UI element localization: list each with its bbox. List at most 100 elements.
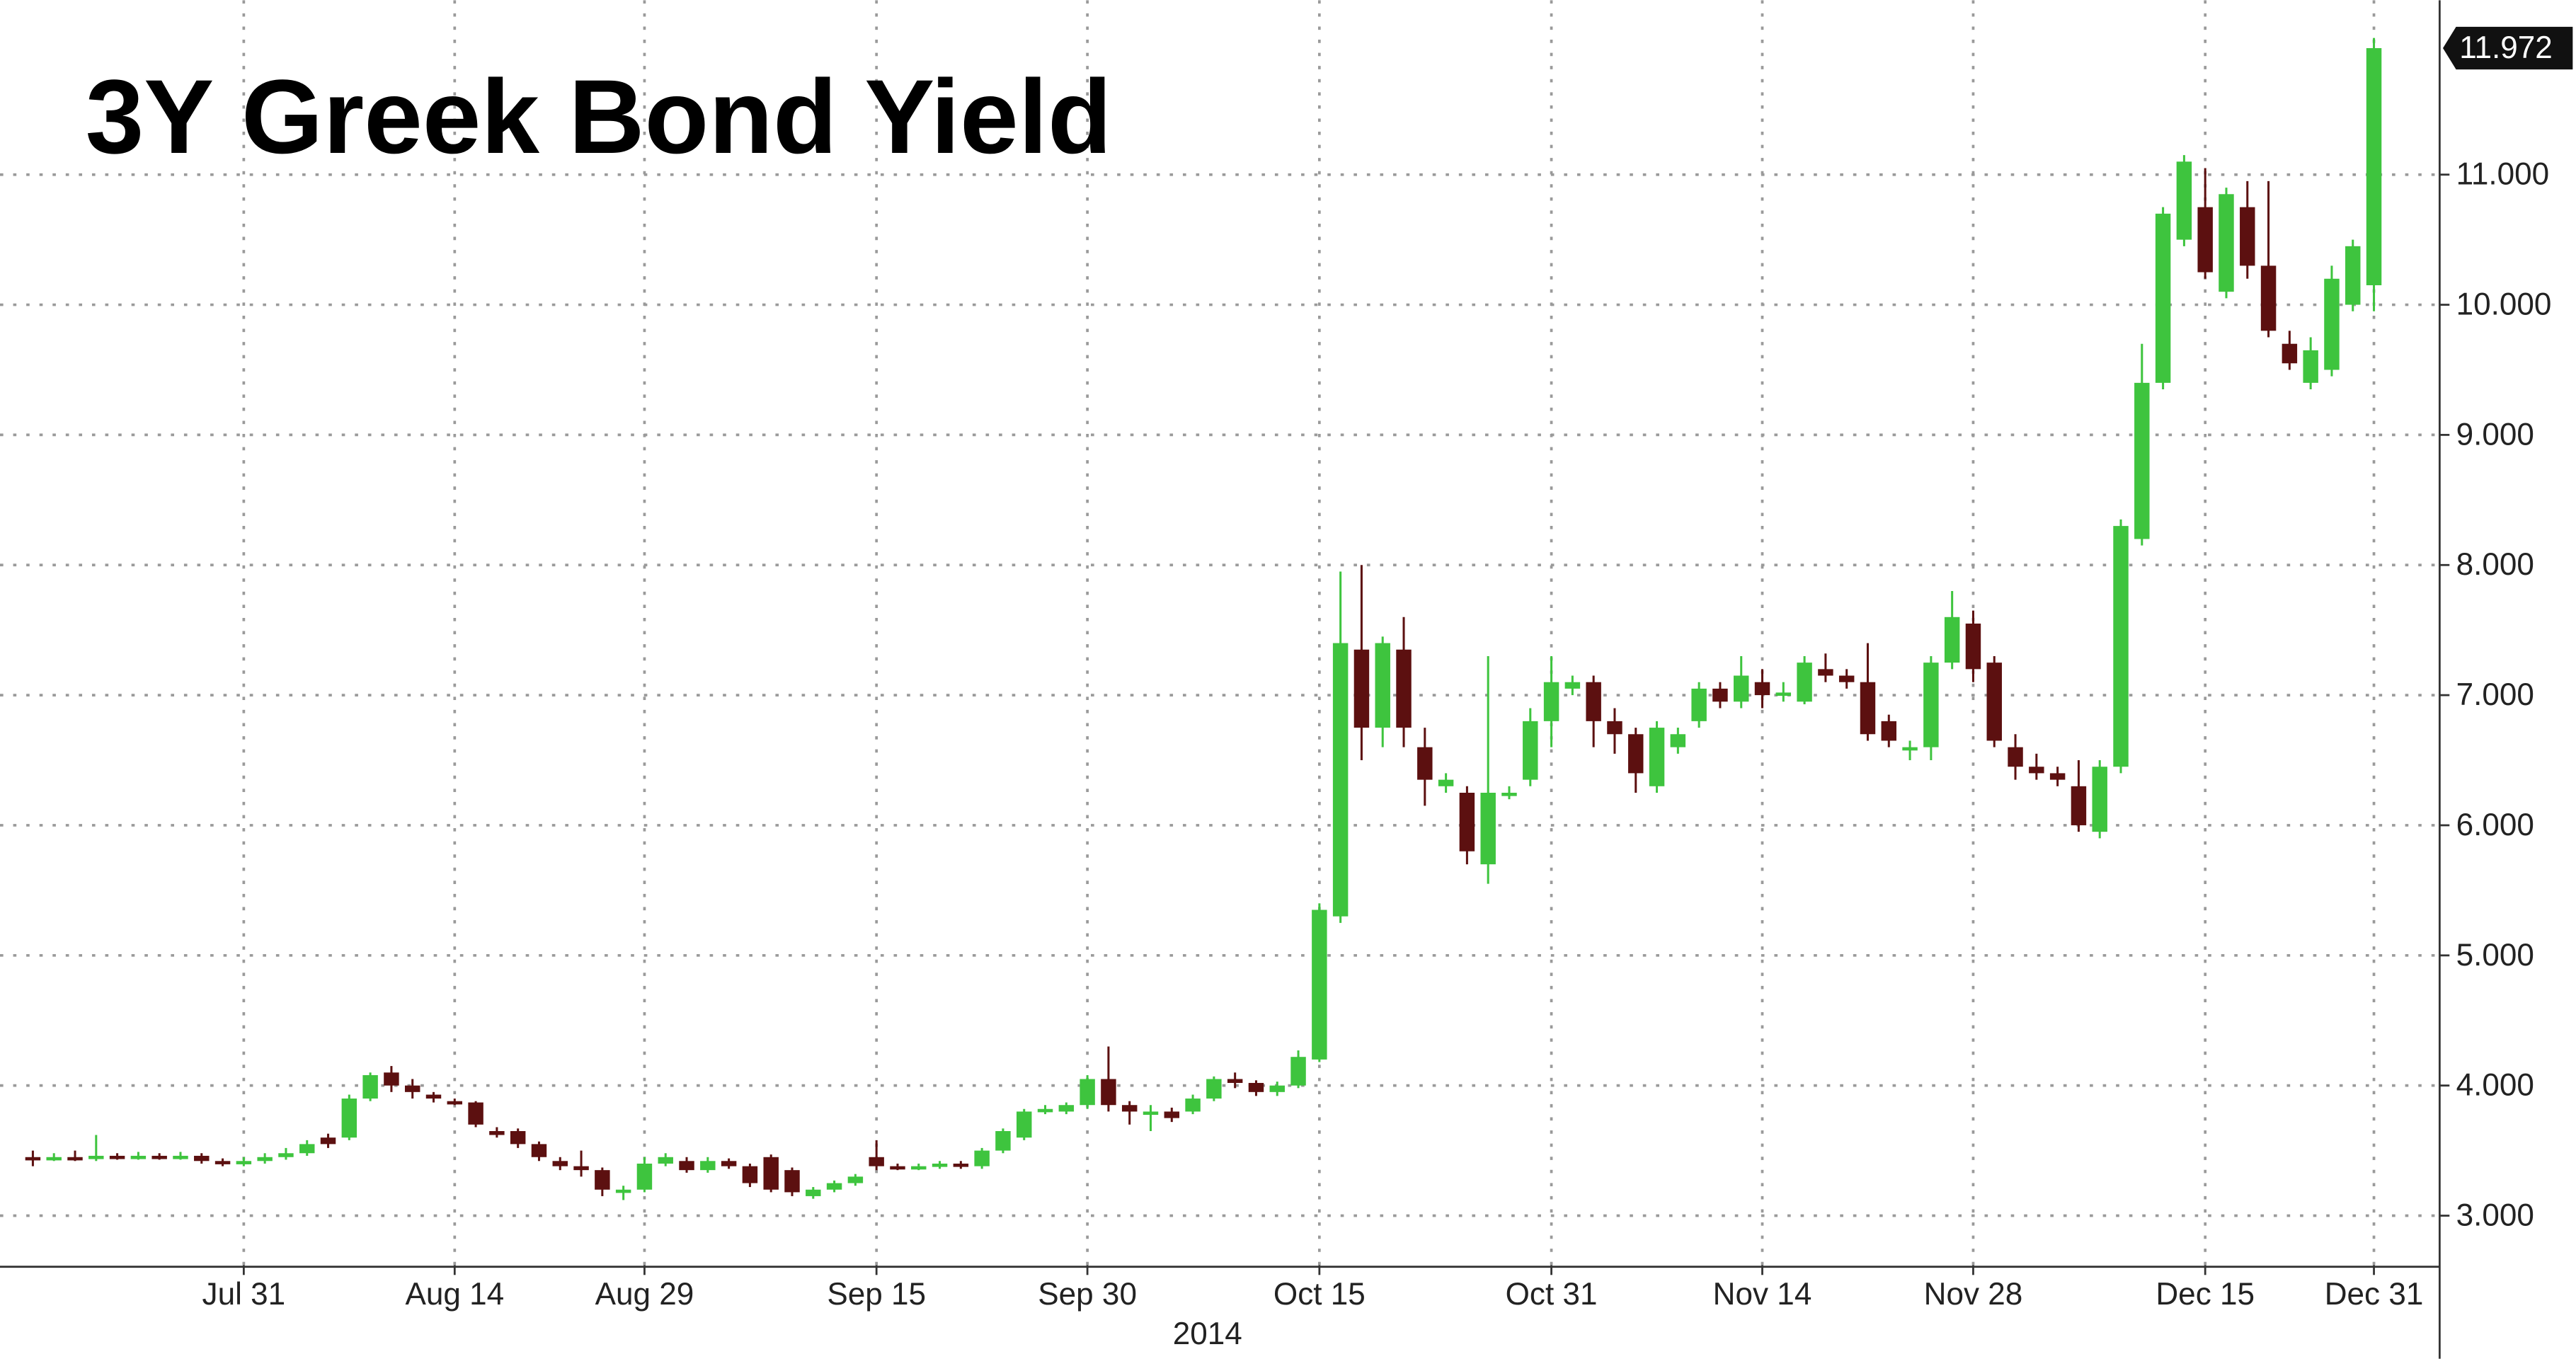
candle-body	[214, 1161, 231, 1164]
candle-body	[1586, 682, 1601, 721]
x-tick-label: Oct 31	[1506, 1277, 1598, 1312]
candle-body	[278, 1153, 294, 1157]
candle-body	[806, 1189, 821, 1196]
candle-body	[1164, 1111, 1180, 1118]
candle-body	[1206, 1079, 1222, 1099]
candle-body	[869, 1157, 884, 1166]
candle-body	[1417, 747, 1433, 780]
candle-body	[1312, 910, 1327, 1060]
candle-body	[595, 1170, 610, 1190]
candle-body	[995, 1130, 1011, 1151]
candle-body	[46, 1157, 62, 1161]
candle-body	[1691, 688, 1707, 721]
candle-body	[2176, 161, 2192, 240]
x-tick-label: Sep 15	[827, 1277, 926, 1312]
candle-body	[679, 1161, 694, 1171]
candle-body	[658, 1157, 673, 1164]
candle-body	[425, 1094, 442, 1099]
x-tick-label: Nov 14	[1713, 1277, 1812, 1312]
candle-body	[953, 1163, 969, 1167]
candle-body	[1902, 747, 1918, 751]
candle-body	[404, 1085, 420, 1092]
candle-body	[1459, 792, 1475, 851]
candle-body	[1121, 1105, 1138, 1112]
candle-body	[2197, 207, 2213, 273]
candle-body	[1396, 649, 1412, 728]
candle-body	[2071, 786, 2087, 825]
candle-body	[1185, 1099, 1201, 1112]
candle-body	[636, 1163, 653, 1190]
x-tick-label: Nov 28	[1924, 1277, 2023, 1312]
x-axis-label: 2014	[1173, 1317, 1242, 1351]
x-tick-label: Aug 29	[595, 1277, 694, 1312]
candle-body	[1670, 734, 1686, 747]
candle-body	[1712, 688, 1728, 702]
candle-body	[932, 1163, 948, 1167]
candle-body	[1480, 792, 1496, 865]
y-tick-label: 7.000	[2456, 677, 2534, 712]
candle-body	[847, 1176, 864, 1183]
candle-body	[1248, 1082, 1264, 1092]
candle-body	[1543, 682, 1559, 721]
candle-body	[784, 1170, 800, 1193]
candle-body	[88, 1155, 104, 1159]
x-tick-label: Dec 15	[2156, 1277, 2255, 1312]
y-tick-label: 4.000	[2456, 1068, 2534, 1103]
candle-body	[890, 1166, 905, 1170]
x-tick-label: Dec 31	[2325, 1277, 2424, 1312]
candle-body	[1775, 692, 1792, 696]
candle-body	[2219, 194, 2234, 292]
candle-body	[742, 1166, 758, 1183]
y-tick-label: 3.000	[2456, 1198, 2534, 1232]
last-value-label: 11.972	[2459, 30, 2553, 65]
candle-body	[1628, 734, 1644, 774]
candle-body	[1881, 721, 1897, 741]
candle-body	[721, 1161, 737, 1166]
candle-body	[974, 1150, 990, 1166]
candle-body	[2260, 265, 2277, 331]
y-tick-label: 11.000	[2456, 157, 2550, 192]
candle-body	[1501, 792, 1517, 796]
y-tick-label: 5.000	[2456, 938, 2534, 973]
last-value-box	[2443, 26, 2573, 70]
candle-body	[2324, 278, 2340, 370]
candle-body	[2366, 48, 2382, 285]
candle-body	[1965, 623, 1981, 670]
candle-body	[763, 1157, 779, 1190]
candle-body	[573, 1166, 589, 1171]
x-tick-label: Oct 15	[1273, 1277, 1366, 1312]
candle-body	[1227, 1079, 1243, 1083]
candle-body	[1080, 1079, 1095, 1106]
candle-body	[1269, 1085, 1285, 1092]
candle-body	[1101, 1079, 1116, 1106]
candle-body	[1037, 1108, 1053, 1113]
candle-body	[2029, 767, 2044, 774]
y-tick-label: 6.000	[2456, 808, 2534, 842]
candle-body	[1733, 675, 1749, 702]
candle-body	[2008, 747, 2023, 767]
candle-body	[1332, 643, 1349, 917]
candle-body	[552, 1161, 568, 1166]
candle-body	[1986, 663, 2002, 741]
candle-body	[531, 1144, 547, 1157]
candle-body	[1375, 643, 1390, 728]
candle-body	[2345, 246, 2361, 305]
candle-body	[384, 1072, 399, 1086]
candle-body	[151, 1155, 167, 1159]
candle-body	[2134, 382, 2150, 539]
candle-body	[1944, 617, 1960, 663]
candle-body	[700, 1161, 716, 1171]
candle-body	[1818, 669, 1833, 676]
candle-body	[362, 1074, 378, 1099]
candle-body	[1564, 682, 1581, 689]
candle-body	[2303, 350, 2318, 383]
candle-body	[826, 1183, 842, 1190]
candle-body	[2282, 343, 2298, 364]
candle-body	[1017, 1111, 1032, 1138]
y-tick-label: 10.000	[2456, 287, 2552, 322]
chart-title: 3Y Greek Bond Yield	[86, 59, 1112, 176]
candle-body	[2155, 213, 2171, 383]
candle-body	[1353, 649, 1370, 728]
